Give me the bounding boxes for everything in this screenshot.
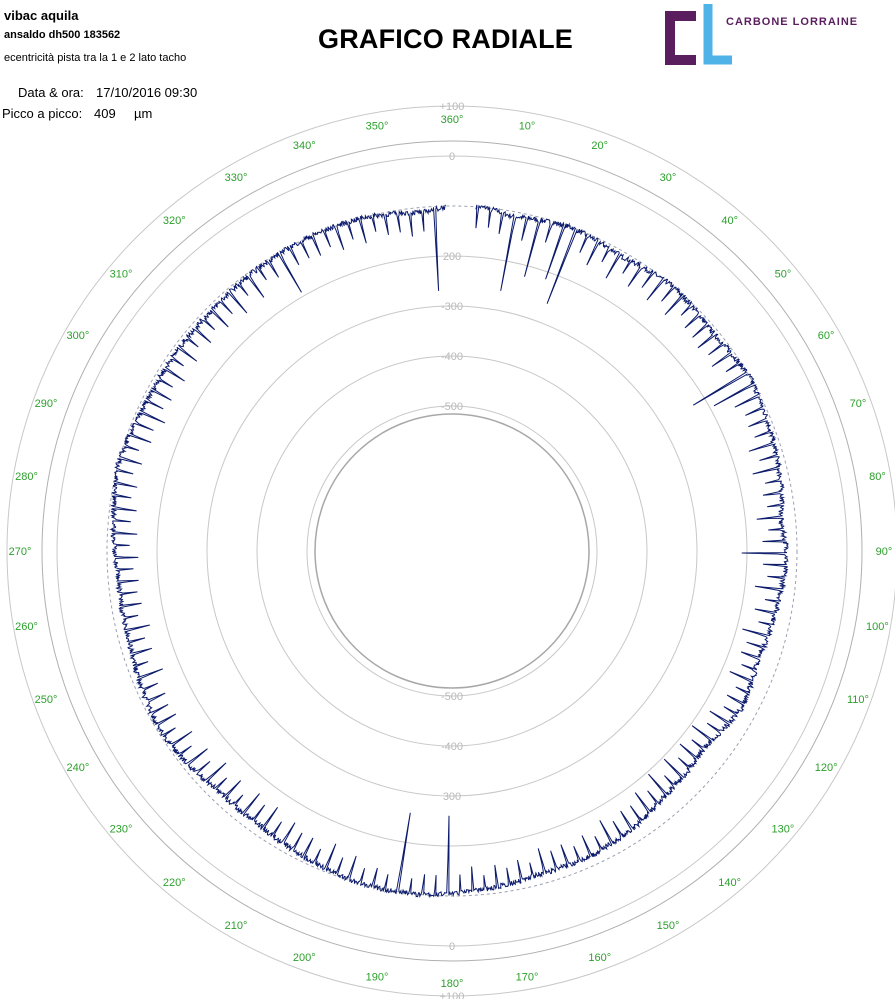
polar-grid [6,105,895,997]
logo-c-letter [665,11,696,65]
radial-tick-label: +100 [440,991,465,999]
angle-tick-label: 130° [772,824,795,836]
angle-tick-label: 60° [818,330,835,342]
axis-labels: 360° 10° 20° 30° 40° 50° 60° 70° 80° 90° 100° 110° 1… [9,101,893,999]
angle-tick-label: 250° [35,694,58,706]
angle-tick-label: 330° [225,172,248,184]
chart-title: GRAFICO RADIALE [318,24,573,54]
angle-tick-label: 170° [516,971,539,983]
angle-tick-label: 200° [293,952,316,964]
measurement-description: ecentricità pista tra la 1 e 2 lato tach… [4,52,187,64]
angle-tick-label: 140° [718,877,741,889]
angle-tick-label: 360° [441,114,464,126]
angle-tick-label: 150° [657,920,680,932]
angle-tick-label: 40° [721,215,738,227]
logo-text: CARBONE LORRAINE [726,16,859,28]
runout-trace [109,204,790,899]
radial-grid-circle [256,355,648,747]
angle-tick-label: 20° [591,140,608,152]
angle-tick-label: 50° [775,268,792,280]
angle-tick-label: 210° [225,920,248,932]
radial-tick-label: -400 [441,741,463,753]
radial-tick-label: 0 [449,151,455,163]
radial-tick-label: 0 [449,941,455,953]
angle-tick-label: 180° [441,978,464,990]
angle-tick-label: 240° [66,762,89,774]
radial-tick-label: 200 [443,251,461,263]
machine-id: ansaldo dh500 183562 [4,29,121,41]
angle-tick-label: 70° [850,398,867,410]
inner-boundary-circle [314,413,590,689]
radial-tick-label: -300 [441,301,463,313]
angle-tick-label: 270° [9,546,32,558]
angle-tick-label: 350° [366,121,389,133]
radial-grid-circle [156,255,748,847]
datetime-value: 17/10/2016 09:30 [96,85,198,100]
peak-to-peak-value: 409 [94,106,116,121]
angle-tick-label: 320° [163,215,186,227]
radial-grid-circle [306,405,598,697]
angle-tick-label: 290° [35,398,58,410]
outer-circle [41,140,863,962]
radial-grid-circle [206,305,698,797]
angle-tick-label: 110° [847,694,869,706]
company-name: vibac aquila [4,8,79,23]
radial-grid-circle [56,155,848,947]
angle-tick-label: 280° [15,471,38,483]
angle-tick-label: 10° [519,121,536,133]
angle-tick-label: 340° [293,140,316,152]
peak-to-peak-label: Picco a picco: [2,106,83,121]
angle-tick-label: 30° [660,172,677,184]
radial-tick-label: -500 [441,691,463,703]
angle-tick-label: 90° [876,546,893,558]
carbone-lorraine-logo [665,4,732,65]
peak-to-peak-unit: µm [134,106,153,121]
radial-grid-circle [6,105,895,997]
datetime-label: Data & ora: [18,85,84,100]
radial-tick-label: 300 [443,791,461,803]
angle-tick-label: 230° [110,824,133,836]
reference-dashed-circle [106,205,798,897]
radial-tick-label: -500 [441,401,463,413]
radial-tick-label: +100 [440,101,465,113]
logo-l-letter [703,4,732,65]
angle-tick-label: 300° [66,330,89,342]
angle-tick-label: 100° [866,621,889,633]
angle-tick-label: 160° [588,952,611,964]
angle-tick-label: 120° [815,762,838,774]
angle-tick-label: 310° [110,268,133,280]
angle-tick-label: 190° [366,971,389,983]
angle-tick-label: 80° [869,471,886,483]
radial-tick-label: -400 [441,351,463,363]
angle-tick-label: 220° [163,877,186,889]
angle-tick-label: 260° [15,621,38,633]
